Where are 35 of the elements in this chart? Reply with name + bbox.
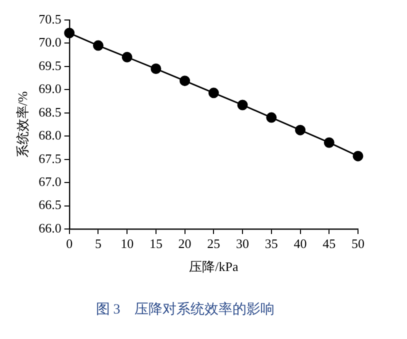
x-tick-label: 35 <box>264 236 278 252</box>
x-tick-label: 10 <box>120 236 134 252</box>
y-tick-label: 66.5 <box>38 197 62 212</box>
point <box>180 76 190 86</box>
x-tick-label: 5 <box>94 236 102 252</box>
point <box>237 100 248 110</box>
x-tick-label: 45 <box>322 236 336 252</box>
y-tick-label: 68.5 <box>38 104 62 120</box>
y-tick-label: 67.0 <box>38 174 62 189</box>
y-axis-title: 系统效率/% <box>15 91 30 158</box>
point <box>324 137 334 148</box>
y-tick-label: 69.5 <box>38 58 62 73</box>
x-tick-label: 50 <box>352 236 364 252</box>
x-tick-label: 25 <box>207 236 220 252</box>
point <box>266 112 277 123</box>
point <box>122 52 132 62</box>
y-tick-label: 70.5 <box>38 11 62 26</box>
x-tick-label: 0 <box>66 236 73 252</box>
y-tick-label: 67.5 <box>38 150 62 166</box>
point <box>208 88 219 98</box>
point <box>352 150 364 162</box>
point <box>64 28 75 38</box>
y-tick-label: 69.0 <box>38 81 62 96</box>
x-tick-label: 40 <box>294 236 307 252</box>
point <box>150 64 162 74</box>
x-axis-title: 压降/kPa <box>189 258 238 274</box>
x-tick-label: 15 <box>149 236 162 252</box>
x-tick-label: 20 <box>178 236 192 252</box>
point <box>295 124 306 136</box>
y-tick-label: 68.0 <box>38 128 62 143</box>
x-tick-label: 30 <box>236 236 250 252</box>
point <box>92 40 104 51</box>
y-tick-label: 66.0 <box>38 220 62 236</box>
y-tick-label: 70.0 <box>38 34 62 50</box>
text: 图 3 压降对系统效率的影响 <box>96 301 274 318</box>
